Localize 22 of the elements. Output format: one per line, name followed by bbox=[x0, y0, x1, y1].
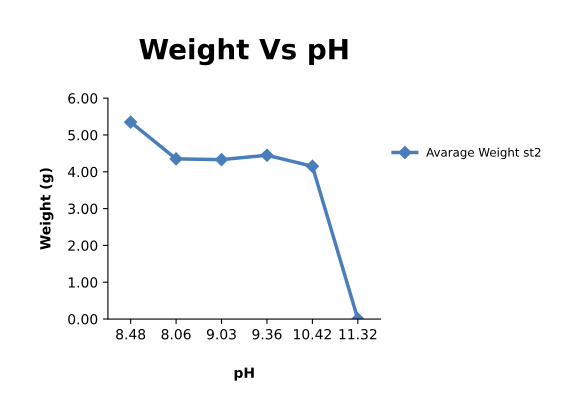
x-tick-label: 8.48 bbox=[116, 328, 146, 340]
y-tick-label: 4.00 bbox=[68, 166, 98, 178]
x-tick-label: 9.36 bbox=[252, 328, 282, 340]
y-tick-label: 2.00 bbox=[68, 240, 98, 251]
point bbox=[169, 152, 183, 166]
x-axis-title: pH bbox=[234, 368, 254, 381]
x-tick-label: 8.06 bbox=[162, 328, 191, 340]
y-tick-label: 0.00 bbox=[68, 314, 98, 324]
y-tick-label: 3.00 bbox=[68, 204, 98, 214]
x-tick-label: 10.42 bbox=[294, 328, 331, 340]
x-tick-label: 9.03 bbox=[206, 328, 236, 340]
legend-label: Avarage Weight st2 bbox=[426, 148, 540, 160]
chart-title: Weight Vs pH bbox=[139, 38, 348, 66]
point bbox=[306, 160, 319, 173]
y-tick-label: 6.00 bbox=[68, 93, 98, 104]
y-tick-label: 5.00 bbox=[68, 130, 98, 140]
y-tick-label: 1.00 bbox=[68, 277, 98, 288]
x-tick-label: 11.32 bbox=[339, 328, 376, 340]
point bbox=[124, 116, 138, 129]
y-axis-title: Weight (g) bbox=[40, 168, 54, 250]
point bbox=[214, 153, 228, 166]
point bbox=[260, 148, 274, 162]
